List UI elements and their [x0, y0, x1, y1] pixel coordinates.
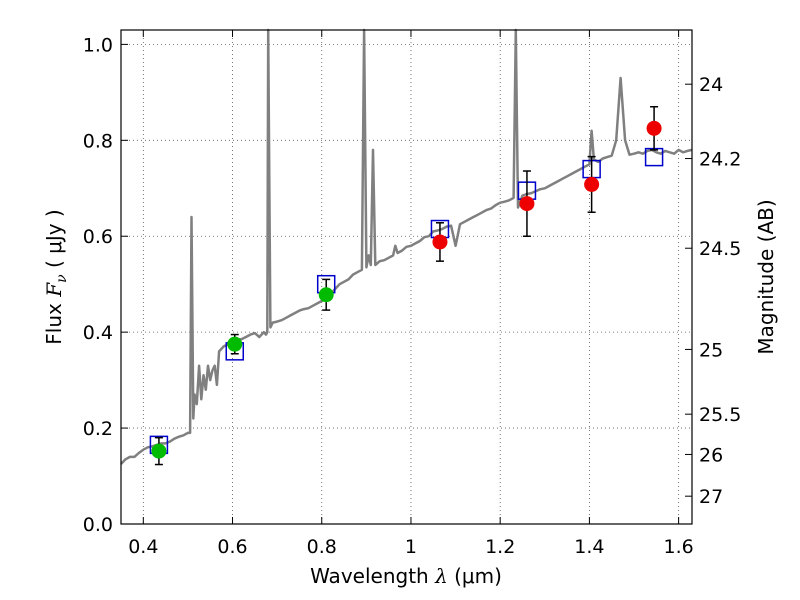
right-tick-label: 26 [699, 444, 723, 466]
plot-background [121, 30, 692, 524]
right-tick-label: 24.5 [699, 238, 741, 260]
right-tick-label: 25.5 [699, 404, 741, 426]
x-tick-label: 1.4 [574, 536, 604, 558]
x-tick-label: 1 [405, 536, 417, 558]
y-tick-label: 0.2 [83, 418, 113, 440]
observed-point [151, 443, 167, 459]
observed-point [519, 196, 535, 212]
spectrum-line [120, 28, 693, 465]
plot-frame [120, 29, 693, 525]
y-tick-label: 0.4 [83, 322, 113, 344]
axis-ticks: 0.4 0.6 0.8 1 1.2 1.4 1.6 0.0 0.2 0.4 0.6 0.8 1.0 24 2… [83, 30, 741, 558]
observed-point [584, 176, 600, 192]
x-tick-label: 0.6 [217, 536, 247, 558]
observed-point [432, 234, 448, 250]
right-axis-label: Magnitude (AB) [754, 199, 778, 354]
y-tick-label: 0.6 [83, 226, 113, 248]
observed-point [227, 336, 243, 352]
y-tick-label: 1.0 [83, 34, 113, 56]
observed-point [318, 287, 334, 303]
observed-points-layer [151, 105, 662, 466]
x-tick-label: 1.6 [664, 536, 694, 558]
observed-point [646, 120, 662, 136]
right-tick-label: 24 [699, 74, 723, 96]
x-tick-label: 0.8 [307, 536, 337, 558]
right-tick-label: 24.2 [699, 149, 741, 171]
right-tick-label: 25 [699, 339, 723, 361]
right-tick-label: 27 [699, 486, 723, 508]
x-tick-label: 1.2 [485, 536, 515, 558]
x-tick-label: 0.4 [128, 536, 158, 558]
spectrum-layer [120, 28, 693, 465]
y-tick-label: 0.0 [83, 514, 113, 536]
y-axis-label: Flux Fν ( μJy ) [42, 209, 70, 344]
y-tick-label: 0.8 [83, 130, 113, 152]
x-axis-label: Wavelength λ (μm) [310, 564, 502, 588]
